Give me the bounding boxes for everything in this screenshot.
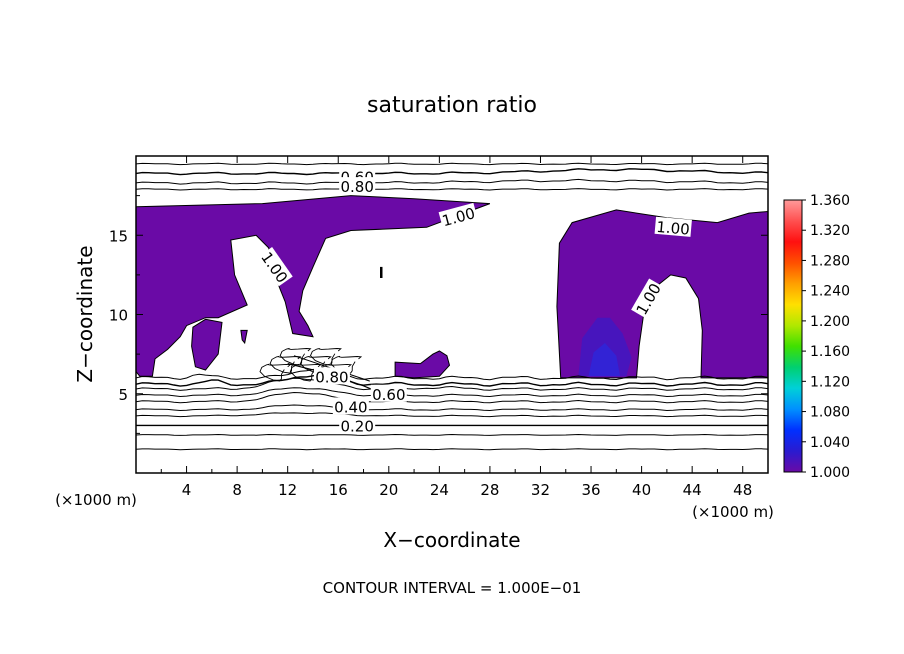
contour-label: 1.00 [656, 218, 691, 239]
contour-label: 0.60 [372, 386, 405, 404]
x-tick-label: 28 [480, 481, 499, 499]
colorbar: 1.360 1.320 1.280 1.240 1.200 1.160 1.120 1.080… [783, 193, 850, 481]
colorbar-tick-label: 1.240 [810, 284, 850, 300]
contour-label-bg [654, 216, 692, 237]
x-tick-label: 4 [182, 481, 192, 499]
contour-label: 0.80 [315, 368, 348, 386]
y-tick-label: 5 [118, 386, 128, 404]
contour-label-bg [370, 384, 407, 402]
colorbar-tick-label: 1.200 [810, 314, 850, 330]
colorbar-ticks: 1.360 1.320 1.280 1.240 1.200 1.160 1.120 1.080… [802, 193, 850, 481]
contour-line-lower [136, 387, 768, 398]
contour-line-turbulent [259, 363, 292, 382]
contour-label: 0.40 [334, 398, 367, 416]
fill-region-small-2 [240, 329, 248, 345]
x-unit-right: (×1000 m) [692, 503, 774, 521]
contour-line-lower [136, 391, 768, 404]
contour-label-bg [313, 367, 350, 385]
contour-interval-note: CONTOUR INTERVAL = 1.000E−01 [323, 579, 582, 597]
y-axis-ticks: 5 10 15 [109, 195, 768, 434]
fill-region-small-3 [394, 350, 451, 379]
contour-line-lower [136, 373, 768, 387]
x-tick-label: 40 [632, 481, 651, 499]
supersaturation-fill [136, 195, 768, 379]
contour-line-lower [136, 404, 768, 412]
x-tick-label: 16 [329, 481, 348, 499]
contour-line-lower [136, 377, 768, 391]
x-axis-ticks: 4 8 12 16 20 24 28 32 36 40 44 48 [160, 156, 752, 499]
contour-label: 0.20 [340, 417, 373, 435]
contour-line-turbulent [330, 355, 363, 374]
colorbar-tick-label: 1.000 [810, 465, 850, 481]
colorbar-tick-label: 1.160 [810, 344, 850, 360]
contour-line-upper [136, 178, 768, 185]
x-tick-label: 32 [531, 481, 550, 499]
colorbar-tick-label: 1.360 [810, 193, 850, 209]
x-tick-label: 12 [278, 481, 297, 499]
contour-line-upper [136, 168, 768, 176]
x-tick-label: 44 [683, 481, 702, 499]
colorbar-tick-label: 1.040 [810, 435, 850, 451]
contour-line-upper [136, 162, 768, 166]
contour-line-lower [136, 412, 768, 418]
colorbar-gradient [783, 199, 803, 473]
contour-line-lower [136, 433, 768, 436]
x-tick-label: 8 [232, 481, 242, 499]
plot-area [136, 162, 768, 451]
contour-label-bg [339, 416, 376, 434]
fill-region-small-1 [191, 318, 223, 371]
colorbar-tick-label: 1.080 [810, 405, 850, 421]
x-tick-label: 24 [430, 481, 449, 499]
fill-region-left [136, 195, 491, 377]
contour-label: 0.80 [340, 178, 373, 196]
y-tick-label: 10 [109, 307, 128, 325]
colorbar-tick-label: 1.120 [810, 374, 850, 390]
x-tick-label: 48 [733, 481, 752, 499]
y-tick-label: 15 [109, 227, 128, 245]
x-unit-left: (×1000 m) [55, 491, 137, 509]
fill-region-speck [380, 266, 383, 278]
contour-line-lower [136, 367, 768, 381]
contour-label-bg [339, 177, 376, 195]
contour-line-upper [136, 188, 768, 191]
fill-region-core-2 [588, 343, 621, 377]
contour-label-bg [438, 202, 478, 229]
contour-label-bg [631, 278, 664, 319]
contour-label-bg [332, 397, 369, 415]
colorbar-tick-label: 1.280 [810, 253, 850, 269]
contour-line-lower [136, 448, 768, 451]
x-tick-label: 20 [379, 481, 398, 499]
contour-label-bg [258, 247, 293, 287]
x-axis-label: X−coordinate [383, 528, 520, 552]
chart-title: saturation ratio [367, 93, 537, 118]
y-axis-label: Z−coordinate [73, 245, 97, 382]
x-tick-label: 36 [581, 481, 600, 499]
contour-line-turbulent [289, 363, 322, 382]
colorbar-tick-label: 1.320 [810, 223, 850, 239]
